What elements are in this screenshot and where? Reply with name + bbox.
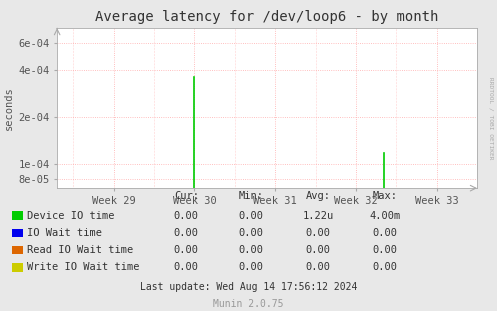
Text: IO Wait time: IO Wait time bbox=[27, 228, 102, 238]
Text: 1.22u: 1.22u bbox=[303, 211, 333, 221]
Text: 0.00: 0.00 bbox=[373, 228, 398, 238]
Text: 0.00: 0.00 bbox=[174, 245, 199, 255]
Text: 0.00: 0.00 bbox=[373, 245, 398, 255]
Text: 0.00: 0.00 bbox=[306, 228, 331, 238]
Text: RRDTOOL / TOBI OETIKER: RRDTOOL / TOBI OETIKER bbox=[488, 77, 493, 160]
Text: Write IO Wait time: Write IO Wait time bbox=[27, 262, 140, 272]
Text: 0.00: 0.00 bbox=[239, 228, 263, 238]
Text: Cur:: Cur: bbox=[174, 191, 199, 201]
Text: 0.00: 0.00 bbox=[239, 262, 263, 272]
Text: Max:: Max: bbox=[373, 191, 398, 201]
Text: 0.00: 0.00 bbox=[306, 245, 331, 255]
Text: Read IO Wait time: Read IO Wait time bbox=[27, 245, 134, 255]
Text: 0.00: 0.00 bbox=[174, 211, 199, 221]
Text: 4.00m: 4.00m bbox=[370, 211, 401, 221]
Text: 0.00: 0.00 bbox=[373, 262, 398, 272]
Text: 0.00: 0.00 bbox=[174, 228, 199, 238]
Text: Min:: Min: bbox=[239, 191, 263, 201]
Text: Avg:: Avg: bbox=[306, 191, 331, 201]
Text: 0.00: 0.00 bbox=[239, 211, 263, 221]
Text: Munin 2.0.75: Munin 2.0.75 bbox=[213, 299, 284, 309]
Text: Last update: Wed Aug 14 17:56:12 2024: Last update: Wed Aug 14 17:56:12 2024 bbox=[140, 282, 357, 292]
Text: 0.00: 0.00 bbox=[306, 262, 331, 272]
Title: Average latency for /dev/loop6 - by month: Average latency for /dev/loop6 - by mont… bbox=[95, 10, 439, 24]
Y-axis label: seconds: seconds bbox=[4, 86, 14, 130]
Text: 0.00: 0.00 bbox=[174, 262, 199, 272]
Text: 0.00: 0.00 bbox=[239, 245, 263, 255]
Text: Device IO time: Device IO time bbox=[27, 211, 115, 221]
